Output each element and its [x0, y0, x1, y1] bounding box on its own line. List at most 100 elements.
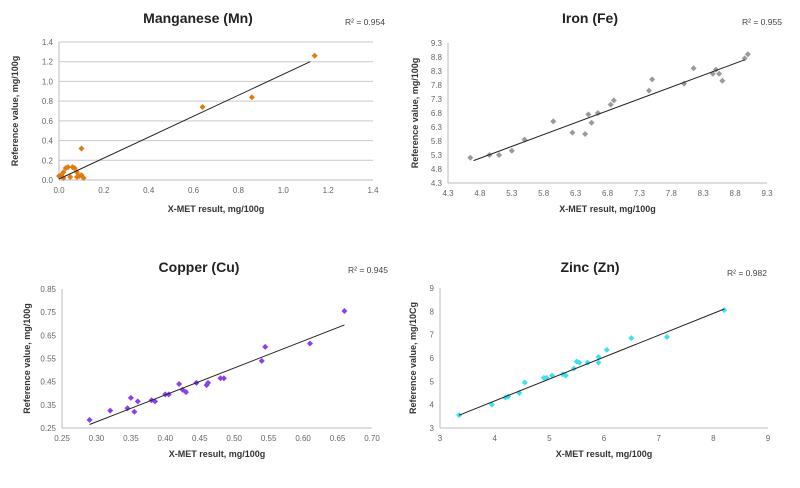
y-tick-label: 8	[430, 307, 435, 316]
data-point	[248, 94, 255, 101]
data-point	[134, 398, 141, 405]
x-tick-label: 1.2	[323, 186, 335, 195]
y-tick-label: 1.2	[42, 58, 54, 67]
y-tick-label: 0.55	[40, 355, 56, 364]
x-tick-label: 0.8	[233, 186, 245, 195]
x-tick-label: 0.60	[295, 434, 311, 443]
data-point	[588, 119, 595, 126]
y-tick-label: 7.8	[431, 81, 443, 90]
y-tick-label: 9.3	[431, 39, 443, 48]
x-tick-label: 1.4	[367, 186, 379, 195]
data-point	[80, 175, 87, 182]
data-point	[719, 77, 726, 84]
y-tick-label: 7	[430, 331, 435, 340]
data-point	[645, 87, 652, 94]
x-tick-label: 9	[766, 434, 771, 443]
y-tick-label: 0.25	[40, 424, 56, 433]
y-tick-label: 5.3	[431, 151, 443, 160]
y-tick-label: 5	[430, 377, 435, 386]
data-point	[60, 175, 67, 182]
y-tick-label: 0.65	[40, 331, 56, 340]
chart-title: Copper (Cu)	[159, 259, 240, 275]
x-tick-label: 0.25	[54, 434, 70, 443]
chart-panel-zinc: Zinc (Zn) R² = 0.982 3 4 5 6 7 8 9 3 4 5 6 7 8 9 X-MET r…	[408, 259, 771, 459]
data-point	[562, 372, 569, 379]
trendline	[89, 324, 345, 425]
data-point	[576, 359, 583, 366]
y-tick-label: 4.8	[431, 165, 443, 174]
y-axis-label: Reference value, mg/100g	[410, 58, 420, 169]
x-tick-label: 0.65	[330, 434, 346, 443]
y-axis-label: Reference value, mg/100g	[22, 303, 32, 414]
data-point	[610, 97, 617, 104]
r-squared-label: R² = 0.955	[742, 17, 782, 27]
x-axis-label: X-MET result, mg/100g	[169, 449, 266, 459]
x-tick-label: 0.45	[192, 434, 208, 443]
data-point	[127, 394, 134, 401]
y-tick-label: 0.85	[40, 285, 56, 294]
x-tick-label: 8.8	[730, 189, 742, 198]
data-point	[78, 145, 85, 152]
x-tick-label: 8.3	[698, 189, 710, 198]
x-tick-label: 0.6	[188, 186, 200, 195]
x-tick-label: 7	[656, 434, 661, 443]
x-tick-label: 4.8	[474, 189, 486, 198]
data-point	[508, 147, 515, 154]
y-tick-label: 4	[430, 401, 435, 410]
data-point	[663, 334, 670, 340]
y-tick-label: 1.0	[42, 77, 54, 86]
data-point	[71, 165, 78, 172]
data-point	[199, 104, 206, 111]
data-point	[205, 379, 212, 386]
x-tick-label: 6.8	[602, 189, 614, 198]
data-point	[716, 70, 723, 77]
y-tick-label: 0.45	[40, 378, 56, 387]
data-point	[744, 51, 751, 58]
data-point	[582, 131, 589, 137]
r-squared-label: R² = 0.982	[727, 268, 767, 278]
x-tick-label: 7.8	[666, 189, 678, 198]
data-point	[467, 154, 474, 161]
data-point	[60, 169, 67, 176]
trendline	[458, 308, 725, 416]
data-point	[107, 407, 114, 414]
x-tick-label: 0.70	[364, 434, 380, 443]
y-tick-label: 4.3	[431, 179, 443, 188]
data-point	[262, 343, 269, 350]
x-tick-label: 0.40	[158, 434, 174, 443]
data-point	[64, 164, 71, 171]
x-axis-label: X-MET result, mg/100g	[556, 449, 653, 459]
x-tick-label: 7.3	[634, 189, 646, 198]
x-tick-label: 6.3	[570, 189, 582, 198]
chart-title: Manganese (Mn)	[143, 10, 253, 26]
y-axis-label: Reference value, mg/100g	[10, 56, 20, 167]
x-tick-label: 5	[547, 434, 552, 443]
y-tick-label: 6.8	[431, 109, 443, 118]
y-tick-label: 0.4	[42, 137, 54, 146]
chart-panel-iron: Iron (Fe) R² = 0.955 4.3 4.8 5.3 5.8 6.3 6.8 7.3…	[410, 10, 782, 214]
chart-title: Iron (Fe)	[562, 10, 618, 26]
data-point	[176, 380, 183, 387]
data-point	[217, 375, 224, 382]
chart-title: Zinc (Zn)	[560, 259, 619, 275]
x-tick-label: 0.2	[98, 186, 110, 195]
data-point	[496, 152, 503, 158]
data-point	[258, 357, 265, 364]
chart-panel-manganese: Manganese (Mn) R² = 0.954 0.0 0.2 0.4 0.6 0.8 1…	[10, 10, 385, 214]
x-tick-label: 4	[492, 434, 497, 443]
y-tick-label: 0.8	[42, 97, 54, 106]
x-axis-label: X-MET result, mg/100g	[168, 204, 265, 214]
x-tick-label: 1.0	[278, 186, 290, 195]
data-point	[311, 52, 318, 59]
x-tick-label: 0.0	[53, 186, 65, 195]
y-tick-label: 0.75	[40, 308, 56, 317]
y-tick-label: 0.6	[42, 117, 54, 126]
data-point	[67, 174, 74, 181]
y-tick-label: 3	[430, 424, 435, 433]
data-point	[607, 101, 614, 108]
data-point	[131, 408, 138, 415]
data-point	[341, 308, 348, 315]
y-tick-label: 6.3	[431, 123, 443, 132]
y-tick-label: 6	[430, 354, 435, 363]
x-tick-label: 0.35	[123, 434, 139, 443]
